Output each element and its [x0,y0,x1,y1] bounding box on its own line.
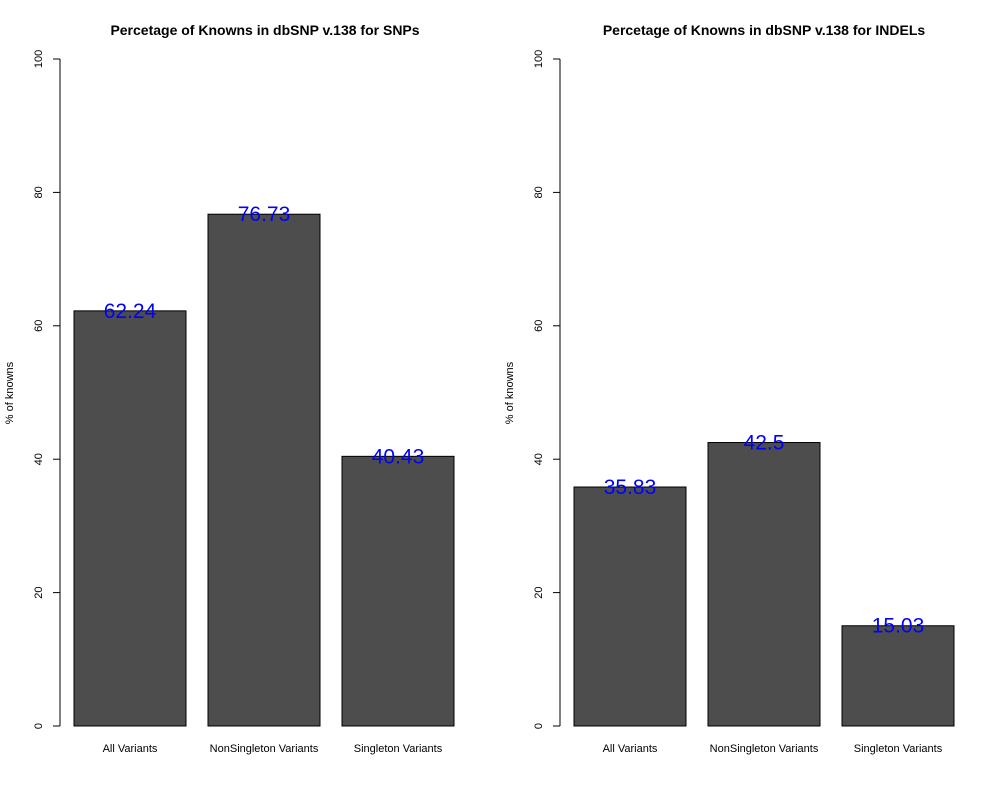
snp-bar [207,213,321,727]
snp-y-tick-label: 20 [33,586,45,598]
snp-bar-value-label: 76.73 [238,203,291,226]
indel-y-tick-label: 20 [533,586,545,598]
indel-y-tick-label: 0 [533,723,545,729]
indel-bar [707,442,821,727]
snp-y-tick-label: 100 [33,50,45,68]
snp-y-tick-label: 0 [33,723,45,729]
indel-chart-panel: Percetage of Knowns in dbSNP v.138 for I… [504,22,955,755]
snp-y-tick-label: 40 [33,453,45,465]
indel-bar [573,486,687,727]
snp-y-tick-label: 60 [33,320,45,332]
indel-y-tick-label: 40 [533,453,545,465]
indel-bar-value-label: 42.5 [744,432,785,455]
indel-y-tick-label: 60 [533,320,545,332]
snp-bar [73,310,187,727]
indel-bar-value-label: 15.03 [872,615,925,638]
snp-bar-value-label: 40.43 [372,445,425,468]
snp-category-label: NonSingleton Variants [210,743,319,755]
indel-y-axis-label: % of knowns [504,361,516,424]
snp-y-axis-label: % of knowns [4,361,16,424]
indel-category-label: All Variants [603,743,658,755]
indel-chart-title: Percetage of Knowns in dbSNP v.138 for I… [603,22,926,38]
snp-chart-panel: Percetage of Knowns in dbSNP v.138 for S… [4,22,455,755]
indel-y-tick-label: 80 [533,186,545,198]
indel-bar-value-label: 35.83 [604,476,657,499]
snp-bar-value-label: 62.24 [104,300,157,323]
snp-y-tick-label: 80 [33,186,45,198]
indel-category-label: NonSingleton Variants [710,743,819,755]
indel-y-tick-label: 100 [533,50,545,68]
snp-category-label: Singleton Variants [354,743,443,755]
snp-chart-title: Percetage of Knowns in dbSNP v.138 for S… [110,22,419,38]
indel-category-label: Singleton Variants [854,743,943,755]
snp-bar [341,455,455,727]
indel-bar [841,625,955,727]
snp-category-label: All Variants [103,743,158,755]
